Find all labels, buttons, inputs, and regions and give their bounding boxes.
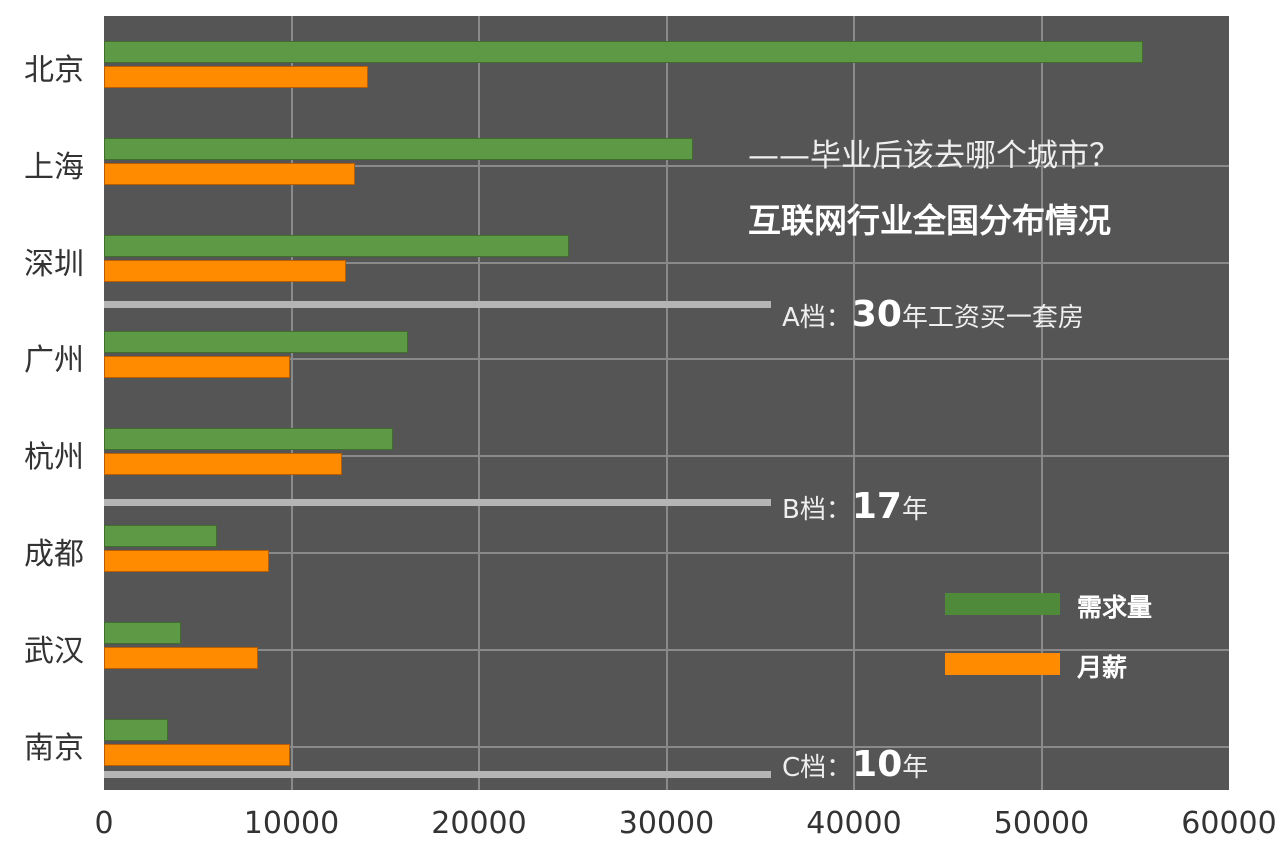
bar-salary [104,453,343,476]
tier-b-label: B档： [782,495,852,525]
category-label: 成都 [24,537,84,572]
horizontal-gridline [104,455,1229,458]
x-tick-label: 30000 [618,806,715,841]
bar-demand [104,718,168,741]
bar-salary [104,259,346,282]
bar-salary [104,162,356,185]
tier-divider-c [104,771,771,778]
bar-salary [104,743,290,766]
bar-salary [104,356,290,379]
category-label: 南京 [24,730,84,766]
legend-label-salary: 月薪 [1077,653,1128,682]
tier-a-years: 30 [851,294,902,335]
legend-swatch-salary [945,653,1060,675]
x-tick-label: 0 [94,806,114,841]
x-tick-label: 50000 [993,806,1090,841]
chart-subtitle: ——毕业后该去哪个城市？ [748,138,1120,174]
x-tick-label: 40000 [806,806,902,841]
tier-c-annotation: C档：10年 [782,744,928,785]
category-label: 杭州 [24,440,84,476]
bar-demand [104,331,408,354]
vertical-gridline [853,16,855,790]
tier-b-annotation: B档：17年 [782,486,928,527]
horizontal-gridline [104,648,1229,651]
horizontal-gridline [104,164,1229,167]
tier-c-text: 年 [902,753,929,783]
x-tick-label: 60000 [1181,806,1277,841]
x-tick-label: 10000 [243,806,340,841]
tier-a-label: A档： [782,303,852,333]
tier-c-label: C档： [782,753,853,783]
plot-area [104,16,1229,790]
horizontal-gridline [104,358,1229,361]
bar-demand [104,525,217,547]
category-label: 北京 [24,53,84,88]
tier-divider-b [104,499,771,506]
category-label: 上海 [24,149,84,185]
bar-demand [104,621,181,644]
tier-a-text: 年工资买一套房 [901,303,1084,333]
vertical-gridline [665,16,668,790]
tier-a-annotation: A档：30年工资买一套房 [782,294,1084,335]
category-label: 深圳 [24,246,84,282]
legend-swatch-demand [945,593,1060,615]
chart-title: 互联网行业全国分布情况 [748,201,1111,240]
bar-salary [104,66,369,88]
tier-divider-a [104,301,771,308]
vertical-gridline [478,16,480,790]
x-tick-label: 20000 [431,806,527,841]
tier-b-text: 年 [901,495,928,525]
bar-demand [104,234,569,257]
bar-salary [104,550,269,572]
tier-c-years: 10 [852,744,903,785]
category-label: 广州 [24,343,84,379]
category-label: 武汉 [24,633,84,669]
horizontal-gridline [104,552,1229,554]
bar-demand [104,428,393,451]
bar-demand [104,137,693,160]
horizontal-gridline [104,745,1229,748]
legend-label-demand: 需求量 [1077,593,1153,622]
horizontal-gridline [104,261,1229,264]
vertical-gridline [1040,16,1043,790]
bar-demand [104,41,1143,63]
bar-salary [104,646,258,669]
tier-b-years: 17 [851,486,902,527]
vertical-gridline [290,16,293,790]
